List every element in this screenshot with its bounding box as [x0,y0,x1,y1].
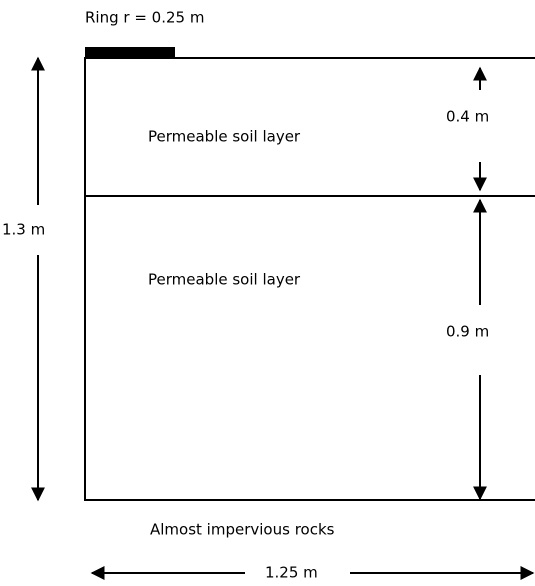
layer-label: Permeable soil layer [148,271,301,289]
thickness-label: 0.9 m [446,323,489,341]
layer-label: Permeable soil layer [148,128,301,146]
thickness-label: 0.4 m [446,108,489,126]
width-label: 1.25 m [265,564,318,582]
depth-label: 1.3 m [2,221,45,239]
soil-box [84,57,535,501]
ring-label: Ring r = 0.25 m [85,9,204,27]
bottom-label: Almost impervious rocks [150,521,335,539]
ring [85,47,175,58]
